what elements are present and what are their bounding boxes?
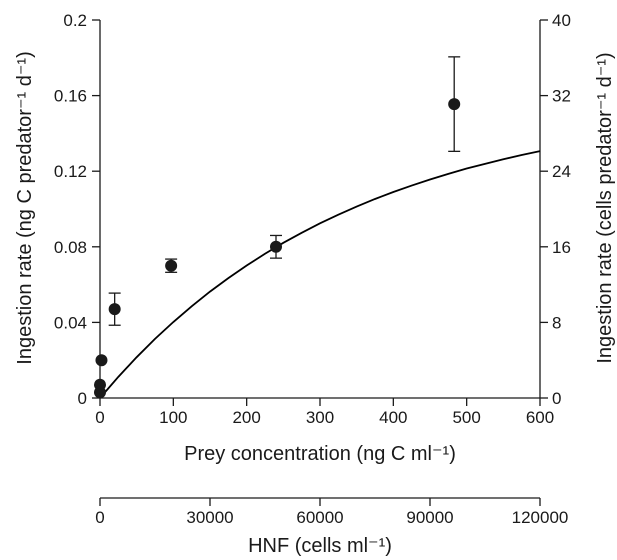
- x-tick-label: 400: [379, 408, 407, 427]
- data-point: [108, 303, 121, 316]
- y-tick-label: 0.12: [54, 162, 87, 181]
- right-y-tick-label: 24: [552, 162, 571, 181]
- data-points: [94, 56, 461, 399]
- right-y-tick-label: 40: [552, 11, 571, 30]
- hnf-tick-label: 90000: [406, 508, 453, 527]
- hnf-tick-label: 120000: [512, 508, 569, 527]
- fit-curve: [99, 150, 541, 399]
- right-y-axis-title: Ingestion rate (cells predator⁻¹ d⁻¹): [594, 52, 616, 363]
- x-tick-label: 300: [306, 408, 334, 427]
- right-y-tick-label: 32: [552, 87, 571, 106]
- x-tick-label: 500: [452, 408, 480, 427]
- y-tick-label: 0.04: [54, 313, 87, 332]
- plot-frame: [99, 20, 541, 399]
- x-axis-ticks: 0 100 200 300 400 500 600: [95, 398, 554, 427]
- right-y-axis-ticks: 0 8 16 24 32 40: [540, 11, 571, 408]
- right-y-tick-label: 16: [552, 238, 571, 257]
- data-point: [94, 378, 106, 391]
- right-y-tick-label: 0: [552, 389, 561, 408]
- hnf-axis: 0 30000 60000 90000 120000: [95, 497, 569, 527]
- y-tick-label: 0.16: [54, 87, 87, 106]
- x-tick-label: 200: [232, 408, 260, 427]
- x-tick-label: 100: [159, 408, 187, 427]
- hnf-tick-label: 30000: [186, 508, 233, 527]
- x-axis-title: Prey concentration (ng C ml⁻¹): [184, 443, 456, 465]
- y-axis-ticks: 0 0.04 0.08 0.12 0.16 0.2: [54, 11, 100, 408]
- hnf-tick-label: 0: [95, 508, 104, 527]
- x-tick-label: 0: [95, 408, 104, 427]
- y-tick-label: 0.2: [63, 11, 87, 30]
- right-y-tick-label: 8: [552, 313, 561, 332]
- hnf-tick-label: 60000: [296, 508, 343, 527]
- data-point: [270, 240, 282, 253]
- y-axis-title: Ingestion rate (ng C predator⁻¹ d⁻¹): [14, 51, 36, 364]
- hnf-axis-title: HNF (cells ml⁻¹): [248, 535, 392, 557]
- y-tick-label: 0: [78, 389, 87, 408]
- data-point: [95, 354, 108, 367]
- data-point: [448, 98, 461, 111]
- x-tick-label: 600: [526, 408, 554, 427]
- data-point: [165, 259, 178, 272]
- y-tick-label: 0.08: [54, 238, 87, 257]
